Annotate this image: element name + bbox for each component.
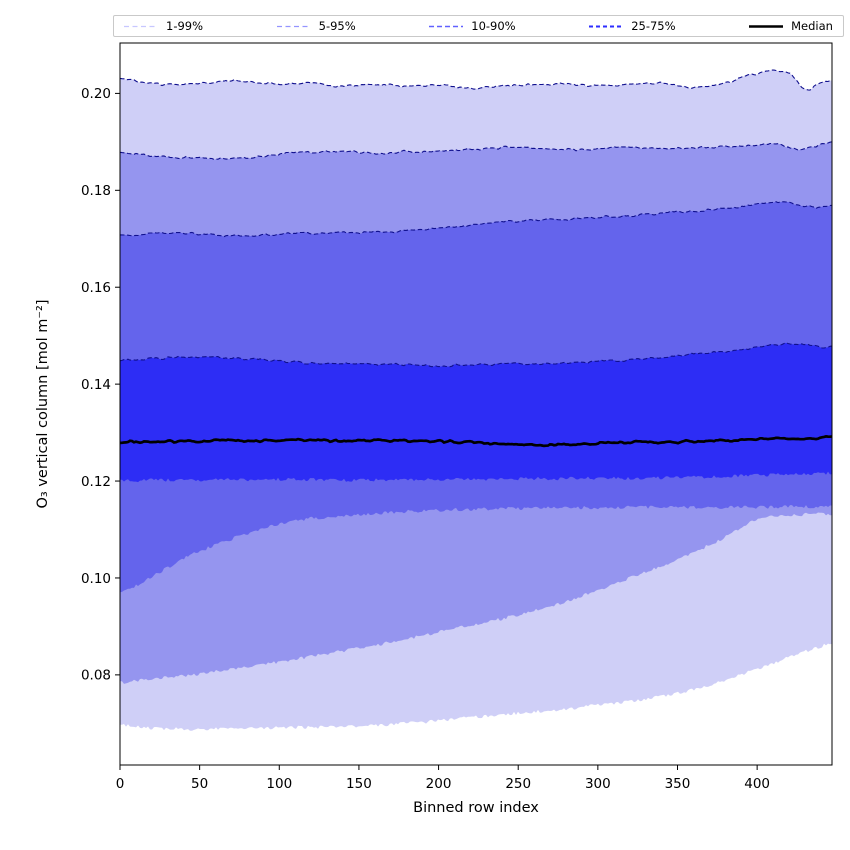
x-tick-label: 300: [585, 776, 611, 792]
axes: 0 50 100 150 200 250 300 350 400 0.08 0.10 0.12 0.14…: [81, 42, 833, 792]
percentile-line-p95: [120, 141, 832, 161]
x-tick-label: 0: [116, 776, 125, 792]
legend-item-label: 25-75%: [631, 19, 676, 33]
legend-line-1-99-icon: [124, 25, 158, 27]
percentile-line-p75: [120, 342, 832, 368]
percentile-boundary-lines: [120, 69, 832, 448]
legend: 1-99% 5-95% 10-90% 25-75% Median: [113, 15, 844, 37]
x-tick-label: 200: [426, 776, 452, 792]
x-tick-label: 100: [266, 776, 292, 792]
legend-line-10-90-icon: [429, 25, 464, 27]
legend-item-1-99: 1-99%: [124, 19, 203, 33]
legend-item-5-95: 5-95%: [276, 19, 356, 33]
y-tick-label: 0.16: [81, 280, 111, 296]
y-tick-label: 0.10: [81, 571, 111, 587]
plot-frame: [119, 42, 833, 766]
y-tick-label: 0.08: [81, 668, 111, 684]
legend-item-median: Median: [749, 19, 833, 33]
x-tick-label: 150: [346, 776, 372, 792]
legend-item-label: Median: [791, 19, 833, 33]
median-line: [120, 435, 832, 448]
legend-item-10-90: 10-90%: [429, 19, 516, 33]
legend-item-25-75: 25-75%: [589, 19, 676, 33]
y-axis-label: O₃ vertical column [mol m⁻²]: [35, 299, 51, 508]
x-tick-label: 350: [665, 776, 691, 792]
x-axis-label: Binned row index: [413, 800, 539, 816]
percentile-line-p90: [120, 201, 832, 238]
x-tick-label: 50: [191, 776, 208, 792]
legend-line-median-icon: [749, 24, 784, 28]
y-tick-label: 0.14: [81, 377, 111, 393]
y-tick-label: 0.12: [81, 474, 111, 490]
band-25-75: [120, 342, 832, 483]
y-tick-label: 0.18: [81, 183, 111, 199]
percentile-line-p99: [120, 69, 832, 91]
legend-item-label: 1-99%: [166, 19, 204, 33]
x-tick-label: 250: [505, 776, 531, 792]
legend-item-label: 5-95%: [318, 19, 356, 33]
x-tick-label: 400: [744, 776, 770, 792]
y-tick-label: 0.20: [81, 86, 111, 102]
legend-line-5-95-icon: [276, 25, 311, 27]
percentile-bands: [120, 70, 832, 731]
legend-line-25-75-icon: [589, 25, 624, 27]
legend-item-label: 10-90%: [471, 19, 516, 33]
